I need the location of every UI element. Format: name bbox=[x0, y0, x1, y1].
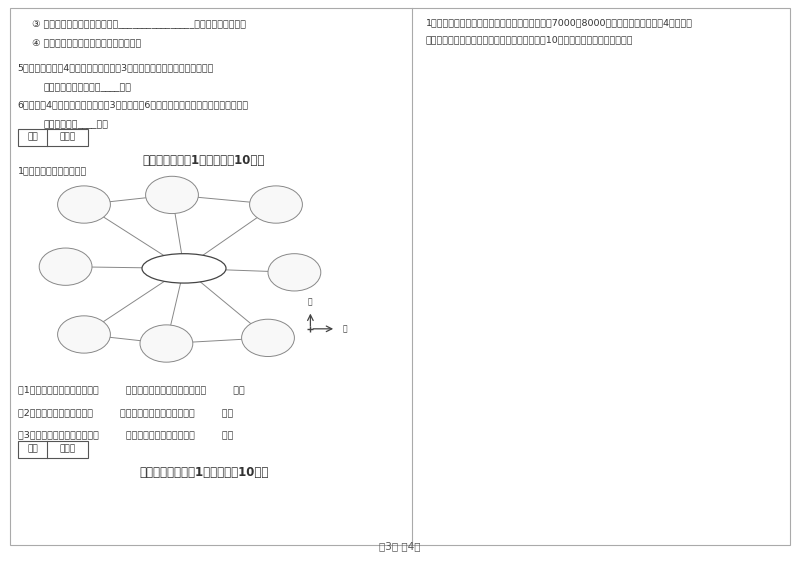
Text: （1）小猫住在森林信乐部的（         ）面，小鸡住在森林信乐部的（         ）面: （1）小猫住在森林信乐部的（ ）面，小鸡住在森林信乐部的（ ）面 bbox=[18, 385, 244, 394]
Text: 的数字与个位上的数字相同，这两个数字的和是10，这个四位数的密码是多少？: 的数字与个位上的数字相同，这两个数字的和是10，这个四位数的密码是多少？ bbox=[426, 35, 633, 44]
Text: （2）小兔子家的东北面是（         ），森林信乐部的西北面是（         ）。: （2）小兔子家的东北面是（ ），森林信乐部的西北面是（ ）。 bbox=[18, 408, 233, 417]
Text: 1、仔细观察，辨别方向。: 1、仔细观察，辨别方向。 bbox=[18, 166, 87, 175]
Text: （3）猖子家在森林信乐部的（         ）面，小狗家在狮子家的（         ）面: （3）猖子家在森林信乐部的（ ）面，小狗家在狮子家的（ ）面 bbox=[18, 431, 233, 440]
Text: 森林信乐部: 森林信乐部 bbox=[173, 265, 195, 272]
Text: 第3页 共4页: 第3页 共4页 bbox=[379, 541, 421, 551]
Text: 答：每个本子____元。: 答：每个本子____元。 bbox=[44, 120, 109, 129]
Text: 评卷人: 评卷人 bbox=[59, 445, 76, 454]
Text: 北: 北 bbox=[308, 297, 313, 306]
Ellipse shape bbox=[142, 254, 226, 283]
Text: ④ 请提出一个用除法计算的问题并解答。: ④ 请提出一个用除法计算的问题并解答。 bbox=[32, 40, 142, 49]
Text: 得分: 得分 bbox=[27, 445, 38, 454]
Circle shape bbox=[250, 186, 302, 223]
Text: 评卷人: 评卷人 bbox=[59, 133, 76, 142]
Text: 得分: 得分 bbox=[27, 133, 38, 142]
Circle shape bbox=[146, 176, 198, 214]
Circle shape bbox=[58, 186, 110, 223]
Circle shape bbox=[268, 254, 321, 291]
Circle shape bbox=[242, 319, 294, 357]
Circle shape bbox=[39, 248, 92, 285]
Circle shape bbox=[58, 316, 110, 353]
Text: 东: 东 bbox=[342, 324, 347, 333]
Text: 答：一共有熊矫和猖子____只。: 答：一共有熊矫和猖子____只。 bbox=[44, 83, 132, 92]
Text: 6、小东有4元，小明的鐘的小东的3倍，小明买6个本子刚好把鐘用完，每个本子几元？: 6、小东有4元，小明的鐘的小东的3倍，小明买6个本子刚好把鐘用完，每个本子几元？ bbox=[18, 101, 249, 110]
Text: 十、综合题（共1大题，共计10分）: 十、综合题（共1大题，共计10分） bbox=[143, 154, 265, 167]
Text: ③ 先补充好条件再计算：小兰买________________，一共用了多少元？: ③ 先补充好条件再计算：小兰买________________，一共用了多少元？ bbox=[32, 19, 246, 28]
Circle shape bbox=[140, 325, 193, 362]
Text: 十一、附加题（共1大题，共计10分）: 十一、附加题（共1大题，共计10分） bbox=[139, 466, 269, 479]
Text: 5、动物园有熊矫4只，有猖子是熊矫的3倍，问一共有熊矫和猖子多少只？: 5、动物园有熊矫4只，有猖子是熊矫的3倍，问一共有熊矫和猖子多少只？ bbox=[18, 63, 214, 72]
Text: 1、一个保险箱的密码是一个四位数，它的大小在7000～8000之间，百位上的数字是4，十位上: 1、一个保险箱的密码是一个四位数，它的大小在7000～8000之间，百位上的数字… bbox=[426, 19, 693, 28]
